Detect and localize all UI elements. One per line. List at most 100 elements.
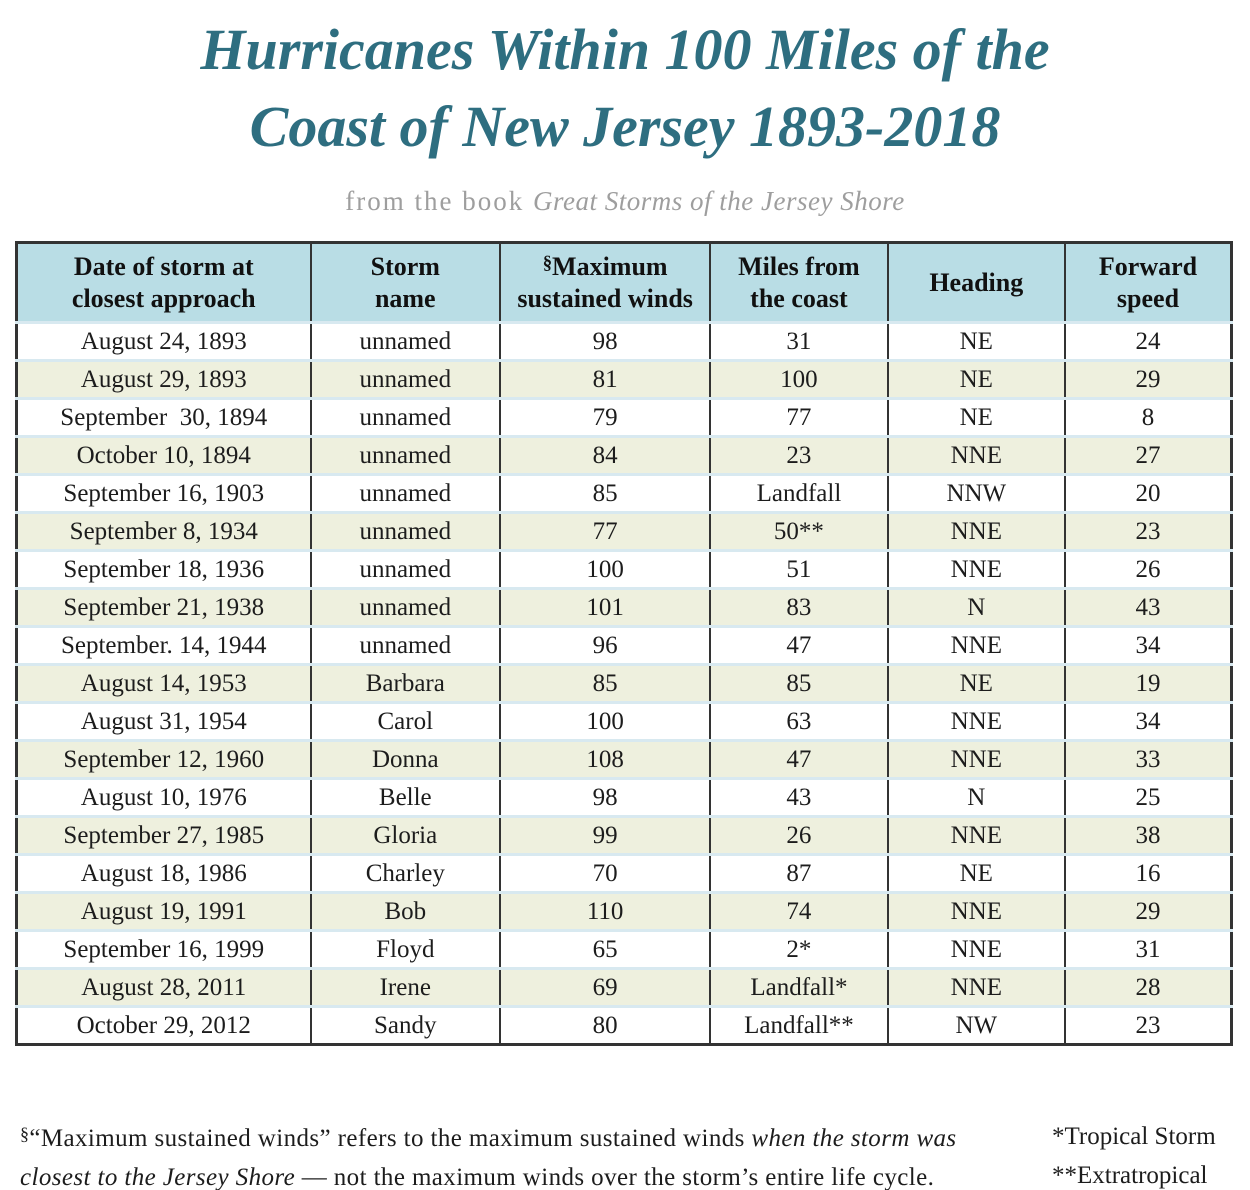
cell-miles: 51 (709, 549, 889, 589)
cell-heading: NE (886, 853, 1066, 893)
cell-storm-name: unnamed (309, 397, 502, 437)
table-row: September 12, 1960 Donna 108 47 NNE 33 (15, 739, 1233, 779)
column-header-miles: Miles from the coast (709, 242, 889, 323)
cell-date: August 14, 1953 (15, 663, 312, 703)
cell-max-winds: 99 (499, 815, 712, 855)
section-mark: § (20, 1123, 30, 1144)
table-row: August 28, 2011 Irene 69 Landfall* NNE 2… (15, 967, 1233, 1007)
cell-date: August 19, 1991 (15, 891, 312, 931)
table-row: October 29, 2012 Sandy 80 Landfall** NW … (15, 1005, 1233, 1045)
cell-speed: 8 (1063, 397, 1233, 437)
cell-storm-name: Charley (309, 853, 502, 893)
cell-heading: NNE (886, 967, 1066, 1007)
cell-storm-name: Sandy (309, 1005, 502, 1045)
cell-storm-name: Belle (309, 777, 502, 817)
cell-heading: N (886, 777, 1066, 817)
cell-date: September 8, 1934 (15, 511, 312, 551)
cell-heading: N (886, 587, 1066, 627)
hurricane-table-container: Date of storm at closest approach Storm … (15, 241, 1233, 1046)
cell-date: August 10, 1976 (15, 777, 312, 817)
table-row: August 10, 1976 Belle 98 43 N 25 (15, 777, 1233, 817)
cell-speed: 34 (1063, 701, 1233, 741)
table-row: September 16, 1903 unnamed 85 Landfall N… (15, 473, 1233, 513)
page-title-line1: Hurricanes Within 100 Miles of the (200, 17, 1050, 82)
cell-speed: 43 (1063, 587, 1233, 627)
cell-heading: NNE (886, 625, 1066, 665)
cell-storm-name: unnamed (309, 625, 502, 665)
cell-date: September 30, 1894 (15, 397, 312, 437)
cell-max-winds: 98 (499, 321, 712, 361)
cell-date: August 18, 1986 (15, 853, 312, 893)
cell-date: September 16, 1999 (15, 929, 312, 969)
cell-miles: 77 (709, 397, 889, 437)
cell-miles: 83 (709, 587, 889, 627)
table-row: August 19, 1991 Bob 110 74 NNE 29 (15, 891, 1233, 931)
cell-max-winds: 70 (499, 853, 712, 893)
cell-speed: 20 (1063, 473, 1233, 513)
cell-heading: NE (886, 663, 1066, 703)
table-row: September 21, 1938 unnamed 101 83 N 43 (15, 587, 1233, 627)
cell-max-winds: 84 (499, 435, 712, 475)
cell-heading: NNE (886, 701, 1066, 741)
column-header-max-winds-label: Maximum sustained winds (517, 251, 693, 313)
footnote-max-winds: §“Maximum sustained winds” refers to the… (20, 1120, 1025, 1190)
cell-max-winds: 108 (499, 739, 712, 779)
cell-speed: 16 (1063, 853, 1233, 893)
cell-heading: NW (886, 1005, 1066, 1045)
cell-max-winds: 101 (499, 587, 712, 627)
table-row: August 29, 1893 unnamed 81 100 NE 29 (15, 359, 1233, 399)
cell-miles: 26 (709, 815, 889, 855)
footnote-text-italic: when the storm was closest to the Jersey… (20, 1125, 957, 1190)
cell-storm-name: Donna (309, 739, 502, 779)
cell-date: August 31, 1954 (15, 701, 312, 741)
cell-max-winds: 85 (499, 663, 712, 703)
cell-miles: 63 (709, 701, 889, 741)
cell-speed: 24 (1063, 321, 1233, 361)
cell-max-winds: 110 (499, 891, 712, 931)
cell-speed: 28 (1063, 967, 1233, 1007)
cell-date: September 21, 1938 (15, 587, 312, 627)
cell-heading: NNE (886, 549, 1066, 589)
cell-miles: 43 (709, 777, 889, 817)
cell-storm-name: Barbara (309, 663, 502, 703)
cell-miles: 50** (709, 511, 889, 551)
cell-miles: 31 (709, 321, 889, 361)
column-header-storm-name: Storm name (309, 242, 502, 323)
legend-extratropical: **Extratropical (1052, 1161, 1208, 1189)
cell-miles: 87 (709, 853, 889, 893)
cell-date: October 10, 1894 (15, 435, 312, 475)
legend-tropical-storm: *Tropical Storm (1052, 1123, 1216, 1150)
cell-date: September. 14, 1944 (15, 625, 312, 665)
cell-heading: NNE (886, 739, 1066, 779)
table-row: September 27, 1985 Gloria 99 26 NNE 38 (15, 815, 1233, 855)
table-row: October 10, 1894 unnamed 84 23 NNE 27 (15, 435, 1233, 475)
cell-max-winds: 65 (499, 929, 712, 969)
table-row: August 18, 1986 Charley 70 87 NE 16 (15, 853, 1233, 893)
cell-date: September 27, 1985 (15, 815, 312, 855)
subtitle-book-title: Great Storms of the Jersey Shore (533, 186, 905, 216)
cell-miles: 74 (709, 891, 889, 931)
cell-storm-name: unnamed (309, 473, 502, 513)
cell-speed: 34 (1063, 625, 1233, 665)
cell-heading: NNE (886, 511, 1066, 551)
cell-miles: Landfall* (709, 967, 889, 1007)
cell-max-winds: 81 (499, 359, 712, 399)
cell-speed: 29 (1063, 359, 1233, 399)
cell-max-winds: 100 (499, 701, 712, 741)
table-row: August 24, 1893 unnamed 98 31 NE 24 (15, 321, 1233, 361)
footnote-legend: *Tropical Storm **Extratropical (1052, 1118, 1237, 1190)
column-header-max-winds: §Maximum sustained winds (499, 242, 712, 323)
table-row: September 16, 1999 Floyd 65 2* NNE 31 (15, 929, 1233, 969)
column-header-heading: Heading (886, 242, 1066, 323)
cell-max-winds: 85 (499, 473, 712, 513)
footnote-text-1: “Maximum sustained winds” refers to the … (29, 1125, 752, 1152)
cell-speed: 38 (1063, 815, 1233, 855)
cell-heading: NNE (886, 891, 1066, 931)
cell-miles: 47 (709, 625, 889, 665)
page-title-line2: Coast of New Jersey 1893-2018 (249, 93, 1001, 159)
cell-speed: 33 (1063, 739, 1233, 779)
cell-max-winds: 98 (499, 777, 712, 817)
table-row: September 8, 1934 unnamed 77 50** NNE 23 (15, 511, 1233, 551)
cell-max-winds: 77 (499, 511, 712, 551)
